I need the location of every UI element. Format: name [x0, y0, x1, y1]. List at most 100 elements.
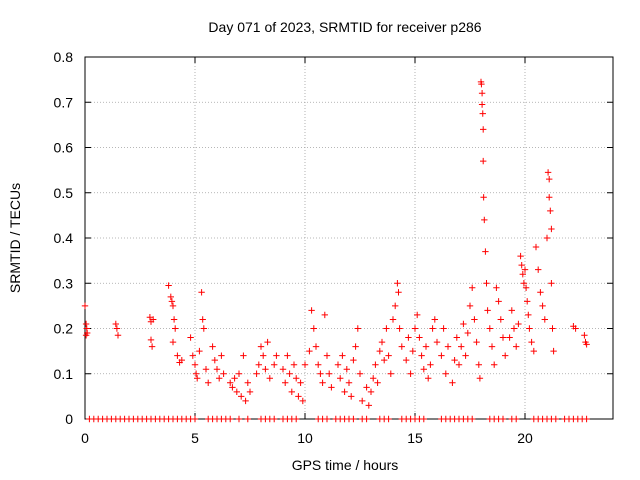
data-point	[244, 379, 251, 386]
data-point	[372, 361, 379, 368]
data-point	[341, 388, 348, 396]
y-tick-label: 0.4	[54, 230, 74, 246]
data-point	[356, 370, 364, 377]
data-point	[321, 311, 328, 319]
data-point	[478, 90, 486, 97]
data-point	[449, 379, 456, 386]
data-point	[246, 388, 254, 396]
data-point	[550, 347, 557, 355]
data-point	[455, 361, 463, 368]
data-point	[376, 347, 383, 355]
data-point	[521, 266, 529, 273]
y-tick-label: 0.5	[54, 185, 74, 201]
data-point	[365, 402, 372, 409]
data-point	[367, 388, 375, 396]
data-point	[442, 370, 449, 377]
data-point	[466, 302, 474, 310]
data-point	[240, 352, 247, 359]
data-point	[337, 375, 344, 382]
data-point	[440, 325, 447, 332]
data-point	[363, 415, 370, 423]
data-point	[405, 334, 412, 341]
data-point	[519, 271, 526, 278]
data-point	[482, 248, 489, 255]
data-point	[480, 126, 487, 133]
data-point	[510, 325, 518, 332]
data-point	[213, 366, 221, 373]
data-point	[451, 356, 458, 364]
data-point	[326, 370, 333, 377]
data-point	[469, 415, 476, 423]
data-point	[191, 415, 199, 423]
data-point	[297, 379, 304, 386]
data-point	[581, 332, 588, 339]
data-point	[471, 316, 478, 323]
data-point	[429, 325, 436, 332]
y-tick-label: 0.6	[54, 140, 74, 156]
data-point	[168, 298, 176, 305]
data-point	[381, 356, 388, 364]
data-point	[480, 157, 487, 165]
data-point	[499, 334, 507, 341]
data-point	[200, 325, 207, 332]
data-point	[398, 343, 405, 350]
data-point	[537, 289, 544, 296]
data-point	[544, 169, 552, 176]
data-point	[323, 352, 331, 359]
data-point	[286, 370, 293, 377]
y-axis-label: SRMTID / TECUs	[7, 183, 23, 293]
data-point	[491, 361, 498, 368]
data-point	[524, 298, 531, 305]
data-point	[506, 334, 513, 341]
data-point	[114, 332, 122, 339]
data-point	[392, 302, 399, 310]
x-tick-label: 0	[81, 430, 89, 446]
data-point	[169, 338, 177, 346]
data-point	[350, 356, 357, 364]
data-point	[422, 343, 430, 350]
data-point	[271, 415, 278, 423]
data-point	[352, 343, 359, 350]
data-point	[518, 261, 525, 269]
data-point	[216, 375, 223, 382]
data-point	[425, 375, 432, 382]
x-axis-label: GPS time / hours	[292, 457, 399, 473]
data-point	[513, 415, 520, 423]
data-point	[84, 329, 91, 337]
data-point	[231, 375, 238, 382]
data-point	[383, 325, 390, 332]
data-point	[257, 343, 265, 350]
data-point	[403, 356, 410, 364]
data-point	[541, 316, 548, 323]
data-point	[350, 415, 357, 423]
data-point	[462, 352, 469, 359]
data-point	[539, 302, 546, 310]
y-tick-label: 0.2	[54, 321, 74, 337]
data-point	[583, 415, 590, 423]
data-point	[196, 347, 203, 355]
data-point	[233, 388, 240, 396]
data-point	[433, 338, 441, 346]
data-point	[238, 393, 245, 400]
data-point	[209, 343, 216, 350]
data-point	[476, 375, 484, 382]
data-point	[385, 352, 392, 359]
data-point	[290, 361, 298, 368]
data-point	[370, 375, 377, 382]
data-point	[295, 393, 302, 400]
data-point	[525, 311, 532, 319]
data-point	[444, 343, 452, 350]
data-point	[478, 101, 486, 108]
data-point	[198, 289, 205, 296]
data-point	[458, 343, 465, 350]
data-point	[112, 320, 119, 328]
data-point	[220, 370, 227, 377]
data-point	[178, 356, 185, 364]
data-point	[315, 361, 322, 368]
data-point	[526, 325, 533, 332]
data-point	[469, 284, 476, 291]
data-point	[528, 338, 535, 346]
data-point	[354, 325, 361, 332]
data-point	[532, 243, 540, 251]
